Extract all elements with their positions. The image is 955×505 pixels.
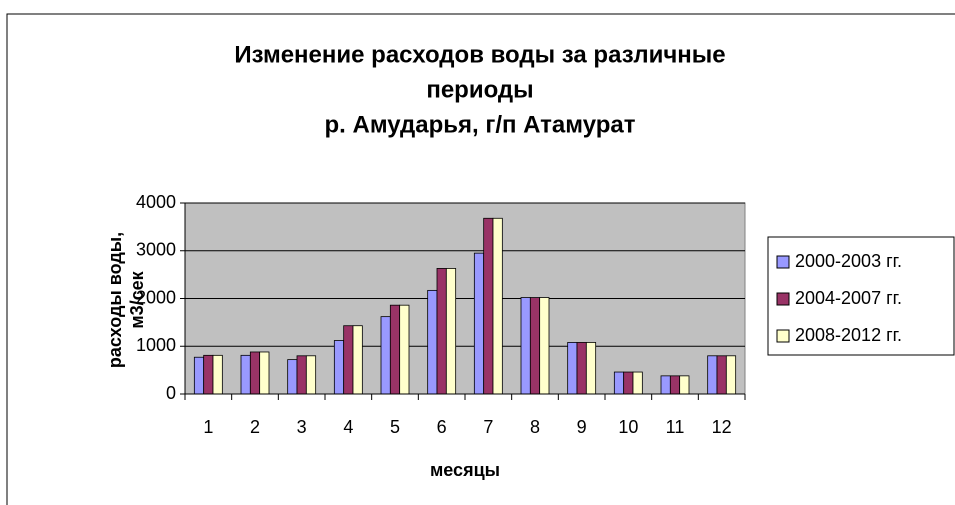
x-tick-label: 3 (297, 417, 307, 437)
bar (212, 354, 223, 395)
bar (389, 304, 401, 395)
x-tick-label: 1 (203, 417, 213, 437)
bar (193, 356, 205, 395)
bar (259, 351, 270, 395)
legend-swatch (776, 255, 790, 269)
bar (632, 371, 643, 395)
legend-swatch (776, 329, 790, 343)
x-tick-label: 12 (712, 417, 732, 437)
y-axis-title: м3/сек (127, 270, 147, 328)
y-tick-label: 1000 (136, 335, 176, 355)
bar (296, 355, 307, 395)
x-tick-label: 7 (483, 417, 493, 437)
x-tick-label: 2 (250, 417, 260, 437)
bar (249, 351, 261, 395)
legend-label: 2004-2007 гг. (795, 288, 902, 308)
x-tick-label: 5 (390, 417, 400, 437)
bar (483, 217, 494, 395)
bar (585, 342, 597, 395)
bar (725, 355, 737, 395)
bar (567, 342, 578, 395)
bar (623, 371, 634, 395)
bar (380, 316, 391, 395)
legend-box (767, 236, 955, 356)
bar (305, 355, 317, 395)
bar (539, 297, 550, 395)
chart-title: р. Амударья, г/п Атамурат (324, 111, 635, 138)
x-tick-label: 11 (666, 417, 685, 437)
x-axis-title: месяцы (430, 460, 500, 480)
bar (716, 355, 727, 395)
bar (352, 325, 363, 395)
x-tick-label: 10 (618, 417, 638, 437)
bar (679, 375, 690, 395)
bar (707, 355, 718, 395)
y-tick-label: 0 (166, 383, 176, 403)
x-tick-label: 9 (577, 417, 587, 437)
bar (473, 252, 485, 395)
bar (669, 375, 681, 395)
bar (613, 371, 625, 395)
bar (427, 289, 438, 395)
bar (520, 297, 531, 395)
bar (333, 340, 345, 395)
bar (529, 297, 541, 395)
bar (203, 354, 214, 395)
bar (436, 268, 447, 395)
x-tick-label: 8 (530, 417, 540, 437)
legend-swatch (776, 292, 790, 306)
bar (287, 359, 298, 395)
legend-label: 2000-2003 гг. (795, 251, 902, 271)
x-tick-label: 6 (437, 417, 447, 437)
x-tick-label: 4 (343, 417, 353, 437)
bar (576, 342, 587, 395)
bar (240, 354, 251, 395)
bar (343, 325, 354, 395)
bar (492, 217, 503, 395)
y-axis-title: расходы воды, (105, 232, 125, 368)
y-tick-label: 3000 (136, 240, 176, 260)
bar (445, 268, 457, 395)
chart-title: Изменение расходов воды за различные (234, 41, 725, 68)
bar (660, 375, 671, 395)
bar (399, 304, 410, 395)
chart-title: периоды (426, 76, 533, 103)
y-tick-label: 2000 (136, 287, 176, 307)
legend-label: 2008-2012 гг. (795, 325, 902, 345)
y-tick-label: 4000 (136, 192, 176, 212)
